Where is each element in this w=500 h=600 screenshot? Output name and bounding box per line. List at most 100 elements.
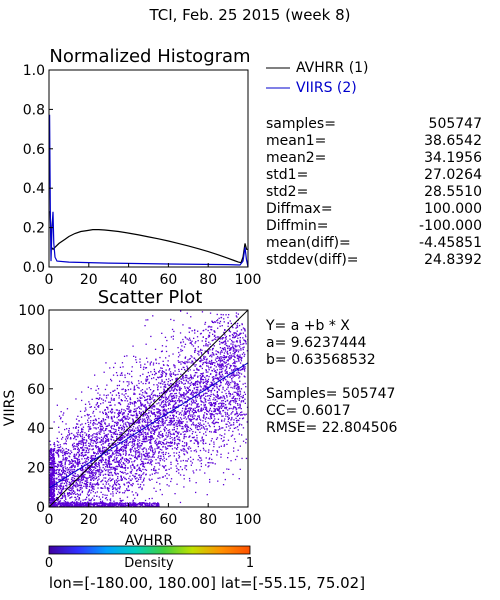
scatter-point <box>74 475 76 478</box>
scatter-point <box>93 483 95 485</box>
scatter-point <box>69 463 71 465</box>
scatter-point <box>184 382 186 385</box>
scatter-point <box>118 450 121 452</box>
scatter-point <box>120 432 123 434</box>
scatter-point <box>86 477 88 479</box>
scatter-point <box>99 411 101 413</box>
scatter-point <box>203 387 205 389</box>
scatter-point <box>244 393 246 395</box>
scatter-point <box>75 426 77 428</box>
scatter-point <box>99 433 101 435</box>
scatter-point <box>145 406 147 408</box>
scatter-point <box>220 407 223 409</box>
scatter-point <box>229 376 232 378</box>
scatter-point <box>229 331 232 333</box>
scatter-point <box>95 470 97 472</box>
scatter-point <box>93 477 95 479</box>
scatter-point <box>96 469 99 471</box>
scatter-point <box>194 415 196 417</box>
scatter-point <box>127 486 129 488</box>
scatter-point <box>153 425 155 428</box>
scatter-point <box>153 437 155 439</box>
scatter-point <box>98 461 100 463</box>
scatter-point <box>75 493 77 495</box>
scatter-point <box>76 480 78 482</box>
scatter-point <box>169 433 171 435</box>
scatter-point <box>175 411 177 413</box>
scatter-point <box>89 427 91 429</box>
scatter-point <box>113 460 115 462</box>
scatter-point <box>81 423 83 425</box>
scatter-point <box>191 340 193 342</box>
scatter-point <box>155 462 157 464</box>
scatter-point <box>133 393 135 395</box>
scatter-point <box>190 460 192 462</box>
scatter-point <box>105 483 107 485</box>
scatter-point <box>217 395 219 397</box>
scatter-point <box>213 389 216 392</box>
scatter-point <box>227 360 229 362</box>
scatter-point <box>140 459 142 461</box>
scatter-point <box>85 451 87 453</box>
scatter-point <box>216 355 219 358</box>
scatter-point <box>175 470 178 473</box>
scatter-point <box>198 394 200 396</box>
scatter-point <box>146 427 149 429</box>
scatter-point <box>211 438 213 440</box>
scatter-point <box>82 471 84 473</box>
scatter-point <box>171 328 174 331</box>
scatter-point <box>117 477 119 480</box>
scatter-point <box>140 414 142 416</box>
scatter-point <box>64 497 67 499</box>
scatter-point <box>223 439 225 441</box>
scatter-point <box>71 496 73 498</box>
scatter-point <box>102 412 104 415</box>
scatter-point <box>129 441 131 443</box>
scatter-point <box>140 402 142 404</box>
scatter-point <box>223 403 225 405</box>
scatter-point <box>209 384 211 386</box>
scatter-point <box>71 481 73 483</box>
scatter-point <box>236 349 238 351</box>
scatter-point <box>139 468 141 470</box>
scatter-point <box>74 496 77 499</box>
scatter-point <box>192 390 194 392</box>
scatter-point <box>152 449 154 452</box>
scatter-point <box>244 353 246 356</box>
scatter-point <box>67 501 69 503</box>
scatter-point <box>221 341 223 344</box>
scatter-point <box>210 361 213 363</box>
scatter-point <box>219 368 221 371</box>
scatter-point <box>180 460 182 462</box>
scatter-point <box>112 468 115 470</box>
scatter-point <box>155 378 157 381</box>
scatter-point <box>62 457 64 459</box>
scatter-point <box>229 395 231 397</box>
scatter-point <box>115 429 117 431</box>
scatter-point <box>229 358 231 360</box>
scatter-point <box>96 434 98 436</box>
scatter-point <box>138 420 141 422</box>
scatter-point <box>78 484 80 486</box>
scatter-point <box>197 459 199 461</box>
scatter-point <box>67 460 69 462</box>
scatter-point <box>73 477 76 480</box>
scatter-point <box>222 386 224 388</box>
scatter-point <box>113 458 115 460</box>
scatter-point <box>140 478 142 480</box>
scatter-point <box>180 433 182 435</box>
scatter-point <box>212 414 214 416</box>
scatter-point <box>109 480 112 482</box>
scatter-point <box>98 470 100 472</box>
scatter-point <box>160 350 163 353</box>
scatter-point <box>185 413 187 415</box>
scatter-point <box>154 442 156 444</box>
scatter-point <box>215 350 217 352</box>
scatter-point <box>154 426 157 428</box>
scatter-point <box>164 420 166 422</box>
scatter-point <box>236 341 238 343</box>
scatter-point <box>82 431 84 433</box>
scatter-point <box>104 442 106 444</box>
scatter-point <box>78 499 80 501</box>
